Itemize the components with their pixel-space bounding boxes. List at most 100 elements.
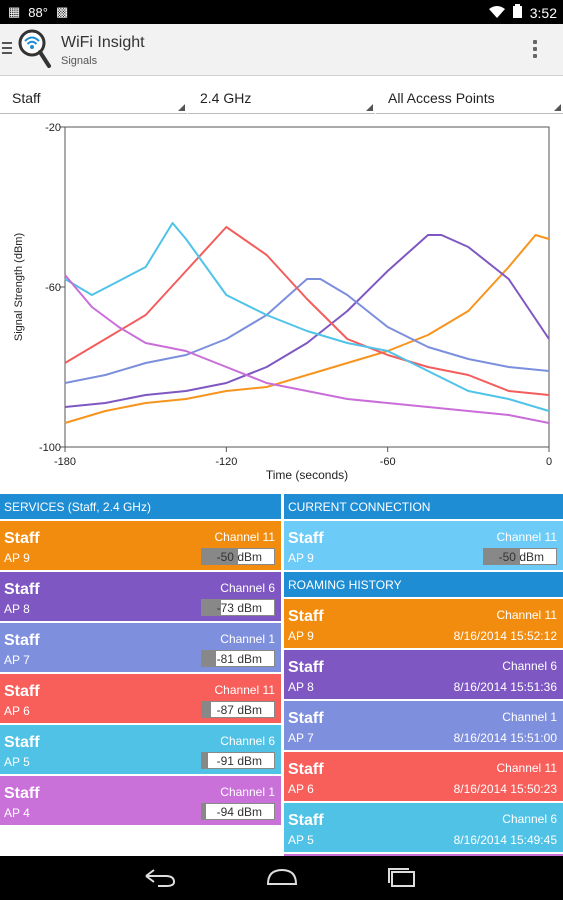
service-name: Staff — [288, 530, 324, 547]
service-name: Staff — [288, 608, 324, 625]
signal-meter: -50 dBm — [201, 548, 275, 565]
overflow-menu-icon[interactable] — [533, 40, 537, 61]
access-point-spinner-value: All Access Points — [388, 90, 495, 106]
network-spinner[interactable]: Staff — [0, 84, 187, 114]
channel: Channel 6 — [220, 734, 275, 748]
service-row[interactable]: Staff AP 5 Channel 6 -91 dBm — [0, 725, 281, 774]
service-row[interactable]: Staff AP 6 Channel 11 -87 dBm — [0, 674, 281, 723]
home-button[interactable] — [264, 866, 300, 890]
service-name: Staff — [288, 761, 324, 778]
access-point: AP 9 — [288, 629, 314, 643]
spinner-arrow-icon — [178, 104, 185, 111]
signal-dbm: -87 dBm — [216, 703, 262, 717]
notification-icon: ▦ — [8, 4, 21, 19]
access-point: AP 8 — [4, 602, 30, 616]
service-row[interactable]: Staff AP 9 Channel 11 -50 dBm — [0, 521, 281, 570]
filter-bar: Staff 2.4 GHz All Access Points — [0, 84, 563, 114]
service-name: Staff — [4, 683, 40, 700]
current-connection-row[interactable]: Staff AP 9 Channel 11 -50 dBm — [284, 521, 563, 570]
access-point: AP 7 — [4, 653, 30, 667]
signal-meter: -94 dBm — [201, 803, 275, 820]
signal-meter-fill — [484, 549, 520, 564]
signal-meter: -81 dBm — [201, 650, 275, 667]
drawer-icon[interactable] — [2, 42, 12, 57]
service-row[interactable]: Staff AP 8 Channel 6 -73 dBm — [0, 572, 281, 621]
action-bar: WiFi Insight Signals — [0, 24, 563, 76]
series-line-3 — [64, 226, 550, 396]
y-tick-label: -100 — [39, 442, 61, 454]
image-icon: ▩ — [55, 4, 69, 19]
roaming-row[interactable]: Staff AP 8 Channel 6 8/16/2014 15:51:36 — [284, 650, 563, 699]
signal-meter-fill — [202, 651, 216, 666]
service-row[interactable]: Staff AP 4 Channel 1 -94 dBm — [0, 776, 281, 825]
roaming-history-header: ROAMING HISTORY — [284, 572, 563, 597]
plot-area — [64, 126, 550, 448]
service-name: Staff — [288, 659, 324, 676]
recent-apps-button[interactable] — [384, 866, 420, 890]
access-point: AP 7 — [288, 731, 314, 745]
x-tick-label: 0 — [546, 456, 552, 468]
status-bar: ▦ 88° ▩ 3:52 — [0, 0, 563, 24]
clock: 3:52 — [529, 4, 557, 21]
channel: Channel 6 — [220, 581, 275, 595]
services-panel: SERVICES (Staff, 2.4 GHz) Staff AP 9 Chann… — [0, 494, 281, 856]
channel: Channel 1 — [220, 785, 275, 799]
x-tick-label: -120 — [215, 456, 237, 468]
wifi-insight-logo-icon[interactable] — [18, 29, 52, 74]
spinner-arrow-icon — [554, 104, 561, 111]
navigation-bar — [0, 856, 563, 900]
band-spinner[interactable]: 2.4 GHz — [188, 84, 375, 114]
channel: Channel 1 — [502, 710, 557, 724]
service-row[interactable]: Staff AP 7 Channel 1 -81 dBm — [0, 623, 281, 672]
series-line-1 — [64, 234, 550, 408]
spinner-arrow-icon — [366, 104, 373, 111]
x-tick-label: -180 — [54, 456, 76, 468]
channel: Channel 6 — [502, 812, 557, 826]
channel: Channel 6 — [502, 659, 557, 673]
access-point: AP 6 — [288, 782, 314, 796]
service-name: Staff — [4, 581, 40, 598]
service-name: Staff — [4, 632, 40, 649]
y-tick-label: -60 — [45, 282, 61, 294]
signal-meter-fill — [202, 549, 238, 564]
series-line-2 — [64, 278, 550, 384]
access-point: AP 9 — [4, 551, 30, 565]
access-point-spinner[interactable]: All Access Points — [376, 84, 563, 114]
channel: Channel 11 — [214, 530, 276, 544]
access-point: AP 5 — [4, 755, 30, 769]
roam-timestamp: 8/16/2014 15:51:36 — [453, 680, 557, 694]
roaming-row[interactable]: Staff AP 7 Channel 1 8/16/2014 15:51:00 — [284, 701, 563, 750]
services-header: SERVICES (Staff, 2.4 GHz) — [0, 494, 281, 519]
x-axis-label: Time (seconds) — [266, 468, 348, 482]
back-button[interactable] — [142, 866, 178, 890]
y-tick-label: -20 — [45, 122, 61, 134]
roaming-row[interactable]: Staff — [284, 854, 563, 856]
temperature: 88° — [28, 4, 48, 20]
roaming-row[interactable]: Staff AP 6 Channel 11 8/16/2014 15:50:23 — [284, 752, 563, 801]
service-name: Staff — [288, 710, 324, 727]
access-point: AP 4 — [4, 806, 30, 820]
channel: Channel 11 — [496, 608, 558, 622]
roam-timestamp: 8/16/2014 15:49:45 — [453, 833, 557, 847]
signal-meter: -73 dBm — [201, 599, 275, 616]
channel: Channel 11 — [214, 683, 276, 697]
y-axis-label: Signal Strength (dBm) — [13, 233, 25, 341]
signal-dbm: -94 dBm — [216, 805, 262, 819]
access-point: AP 5 — [288, 833, 314, 847]
service-name: Staff — [288, 812, 324, 829]
band-spinner-value: 2.4 GHz — [200, 90, 252, 106]
current-connection-header: CURRENT CONNECTION — [284, 494, 563, 519]
signal-meter-fill — [202, 702, 212, 717]
signal-dbm: -50 dBm — [216, 550, 262, 564]
roaming-row[interactable]: Staff AP 9 Channel 11 8/16/2014 15:52:12 — [284, 599, 563, 648]
channel: Channel 1 — [220, 632, 275, 646]
access-point: AP 8 — [288, 680, 314, 694]
signal-meter: -91 dBm — [201, 752, 275, 769]
signal-dbm: -91 dBm — [216, 754, 262, 768]
x-tick-label: -60 — [380, 456, 396, 468]
roaming-row[interactable]: Staff AP 5 Channel 6 8/16/2014 15:49:45 — [284, 803, 563, 852]
series-line-4 — [64, 222, 550, 412]
signal-dbm: -73 dBm — [216, 601, 262, 615]
service-name: Staff — [4, 785, 40, 802]
access-point: AP 9 — [288, 551, 314, 565]
